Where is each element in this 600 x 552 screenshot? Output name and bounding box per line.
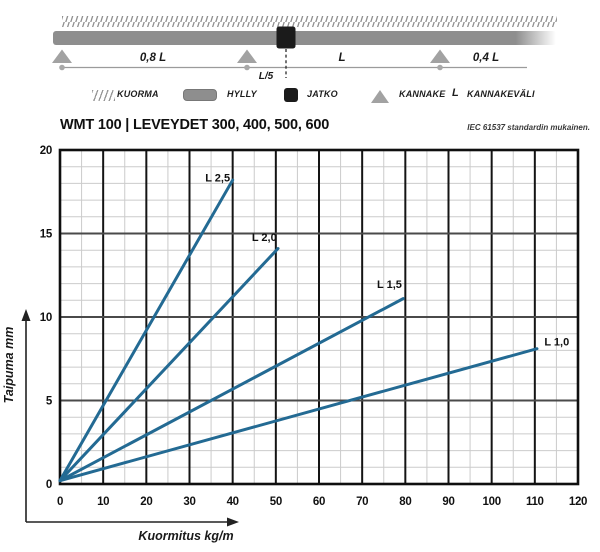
chart-header: WMT 100 | LEVEYDET 300, 400, 500, 600 IE… — [0, 112, 600, 140]
x-tick-label: 70 — [356, 496, 368, 508]
x-tick-label: 100 — [483, 496, 501, 508]
shelf-bar-icon — [183, 89, 217, 101]
bracket-triangle-icon — [52, 49, 72, 63]
bracket-triangle-icon — [371, 90, 389, 103]
dim-label-mid-span: L — [338, 52, 345, 64]
load-hatch-icon — [92, 90, 115, 101]
series-label: L 1,5 — [377, 279, 402, 291]
x-axis-tick-labels: 0 10 20 30 40 50 60 70 80 90 100 110 120 — [57, 496, 588, 508]
x-tick-label: 90 — [442, 496, 454, 508]
y-tick-label: 0 — [46, 479, 52, 491]
series-line — [58, 347, 539, 483]
series-label: L 1,0 — [544, 336, 569, 348]
series-line — [58, 178, 235, 483]
legend-label-load: KUORMA — [117, 89, 159, 99]
x-tick-label: 20 — [140, 496, 152, 508]
dimension-dot — [244, 64, 250, 71]
legend-label-bracket: KANNAKE — [399, 89, 446, 99]
bracket-triangle-icon — [237, 49, 257, 63]
dim-label-joint-offset: L/5 — [259, 71, 274, 82]
y-tick-label: 10 — [40, 312, 52, 324]
spacing-symbol: L — [452, 87, 459, 99]
series-lines — [58, 178, 539, 483]
dimension-dot — [59, 64, 65, 71]
x-tick-label: 80 — [399, 496, 411, 508]
joint-square-icon — [276, 26, 296, 49]
y-tick-label: 15 — [40, 229, 53, 241]
major-gridlines — [60, 150, 578, 484]
x-tick-label: 120 — [569, 496, 587, 508]
legend-label-joint: JATKO — [307, 89, 338, 99]
dim-label-right-span: 0,4 L — [473, 52, 499, 64]
x-tick-label: 60 — [313, 496, 325, 508]
dimension-dot — [437, 64, 443, 71]
series-labels: L 2,5 L 2,0 L 1,5 L 1,0 — [205, 173, 569, 349]
x-tick-label: 30 — [183, 496, 195, 508]
y-tick-label: 5 — [46, 396, 53, 408]
x-tick-label: 10 — [97, 496, 109, 508]
legend-label-spacing: KANNAKEVÄLI — [467, 89, 535, 99]
joint-square-icon — [284, 88, 298, 102]
x-tick-label: 110 — [526, 496, 544, 508]
x-axis-arrowhead-icon — [227, 517, 239, 527]
load-hatch-icon — [62, 16, 557, 27]
standard-note: IEC 61537 standardin mukainen. — [467, 123, 590, 132]
dim-label-left-span: 0,8 L — [140, 52, 166, 64]
bracket-triangle-icon — [430, 49, 450, 63]
series-line — [58, 297, 405, 483]
shelf-schematic: 0,8 L L/5 L 0,4 L — [52, 16, 557, 82]
x-tick-label: 50 — [270, 496, 282, 508]
page-title: WMT 100 | LEVEYDET 300, 400, 500, 600 — [60, 117, 330, 133]
plot-border — [58, 148, 580, 486]
series-label: L 2,5 — [205, 173, 230, 185]
shelf-bar — [53, 31, 556, 45]
y-axis-arrowhead-icon — [21, 309, 31, 321]
series-line — [58, 247, 280, 483]
x-tick-label: 40 — [227, 496, 239, 508]
schematic-legend: KUORMA HYLLY JATKO KANNAKE L KANNAKEVÄLI — [0, 84, 600, 106]
y-axis-tick-labels: 0 5 10 15 20 — [40, 145, 53, 491]
deflection-chart: L 2,5L 2,0L 1,5L 1,0 0 10 20 30 40 50 60 70 80 90… — [2, 145, 588, 543]
y-tick-label: 20 — [40, 145, 52, 157]
y-axis-label: Taipuma mm — [2, 327, 16, 404]
x-axis-label: Kuormitus kg/m — [138, 529, 233, 543]
series-label: L 2,0 — [252, 232, 277, 244]
x-tick-label: 0 — [57, 496, 63, 508]
legend-label-shelf: HYLLY — [227, 89, 257, 99]
